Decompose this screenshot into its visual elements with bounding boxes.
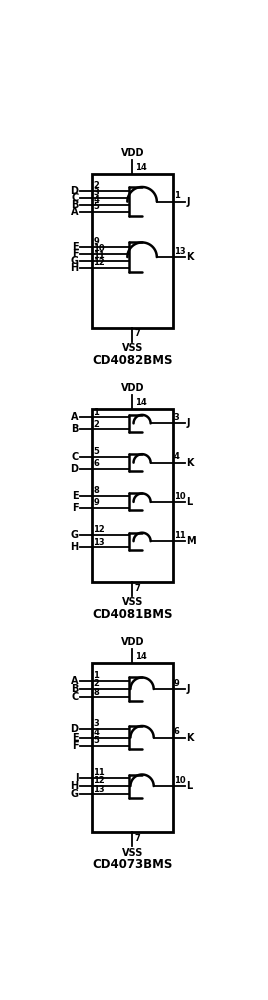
Text: 1: 1 — [174, 191, 180, 200]
Text: 13: 13 — [93, 785, 105, 794]
Text: VDD: VDD — [121, 148, 144, 158]
Text: E: E — [72, 242, 79, 252]
Text: D: D — [70, 186, 79, 196]
Text: 12: 12 — [93, 258, 105, 267]
Text: D: D — [70, 724, 79, 734]
Text: 2: 2 — [93, 679, 99, 688]
Text: 5: 5 — [93, 736, 99, 745]
Bar — [92, 174, 173, 328]
Text: 13: 13 — [93, 538, 105, 547]
Text: 5: 5 — [93, 447, 99, 456]
Text: F: F — [72, 741, 79, 751]
Text: A: A — [71, 676, 79, 686]
Text: 1: 1 — [93, 408, 99, 417]
Text: 2: 2 — [93, 420, 99, 429]
Text: F: F — [72, 249, 79, 259]
Bar — [92, 409, 173, 582]
Text: VDD: VDD — [121, 383, 144, 393]
Text: B: B — [71, 424, 79, 434]
Text: L: L — [186, 781, 192, 791]
Text: H: H — [70, 263, 79, 273]
Text: CD4081BMS: CD4081BMS — [92, 608, 173, 621]
Text: 7: 7 — [135, 329, 140, 338]
Text: VSS: VSS — [122, 848, 143, 858]
Text: 2: 2 — [93, 181, 99, 190]
Text: B: B — [71, 200, 79, 210]
Text: 4: 4 — [174, 452, 180, 461]
Text: 3: 3 — [93, 719, 99, 728]
Text: VDD: VDD — [121, 637, 144, 647]
Text: 9: 9 — [174, 679, 180, 688]
Text: 9: 9 — [93, 237, 99, 246]
Text: 14: 14 — [135, 163, 146, 172]
Text: A: A — [71, 412, 79, 422]
Text: 13: 13 — [174, 247, 185, 256]
Text: CD4082BMS: CD4082BMS — [92, 354, 173, 367]
Text: H: H — [70, 542, 79, 552]
Text: E: E — [72, 491, 79, 501]
Text: G: G — [70, 256, 79, 266]
Text: J: J — [186, 684, 190, 694]
Text: C: C — [71, 193, 79, 203]
Text: E: E — [72, 733, 79, 743]
Text: 4: 4 — [93, 728, 99, 737]
Text: F: F — [72, 503, 79, 513]
Bar — [92, 663, 173, 832]
Text: 12: 12 — [93, 525, 105, 534]
Text: 11: 11 — [93, 768, 105, 777]
Text: 4: 4 — [93, 195, 99, 204]
Text: A: A — [71, 207, 79, 217]
Text: B: B — [71, 684, 79, 694]
Text: 10: 10 — [174, 492, 185, 501]
Text: 5: 5 — [93, 202, 99, 211]
Text: 8: 8 — [93, 688, 99, 697]
Text: 1: 1 — [93, 671, 99, 680]
Text: VSS: VSS — [122, 343, 143, 353]
Text: 9: 9 — [93, 498, 99, 507]
Text: 8: 8 — [93, 486, 99, 495]
Text: D: D — [70, 464, 79, 474]
Text: C: C — [71, 692, 79, 702]
Text: 7: 7 — [135, 834, 140, 843]
Text: C: C — [71, 452, 79, 462]
Text: K: K — [186, 458, 194, 468]
Text: 3: 3 — [174, 413, 180, 422]
Text: J: J — [186, 418, 190, 428]
Text: K: K — [186, 252, 194, 262]
Text: L: L — [186, 497, 192, 507]
Text: 12: 12 — [93, 776, 105, 785]
Text: 14: 14 — [135, 398, 146, 407]
Text: 14: 14 — [135, 652, 146, 661]
Text: 11: 11 — [93, 251, 105, 260]
Text: 7: 7 — [135, 584, 140, 593]
Text: CD4073BMS: CD4073BMS — [92, 858, 173, 871]
Text: 3: 3 — [93, 188, 99, 197]
Text: K: K — [186, 733, 194, 743]
Text: 11: 11 — [174, 531, 185, 540]
Text: 6: 6 — [93, 459, 99, 468]
Text: I: I — [75, 773, 79, 783]
Text: 10: 10 — [93, 244, 105, 253]
Text: VSS: VSS — [122, 597, 143, 607]
Text: 6: 6 — [174, 727, 180, 736]
Text: H: H — [70, 781, 79, 791]
Text: 10: 10 — [174, 776, 185, 785]
Text: M: M — [186, 536, 196, 546]
Text: G: G — [70, 789, 79, 799]
Text: J: J — [186, 197, 190, 207]
Text: G: G — [70, 530, 79, 540]
